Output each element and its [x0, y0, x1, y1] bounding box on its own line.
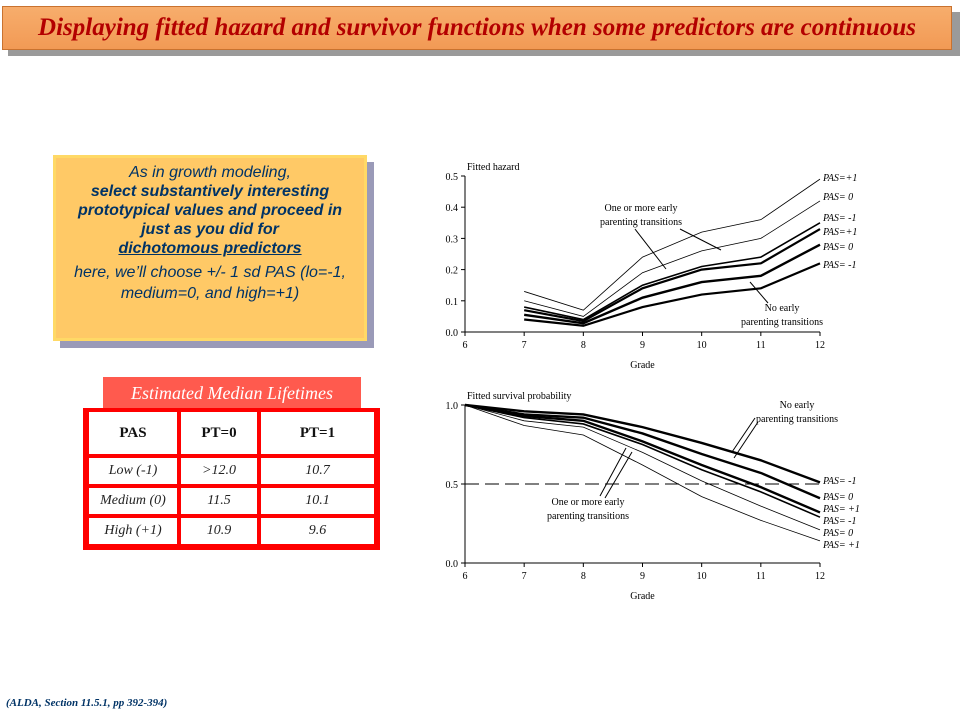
- table-cell: >12.0: [181, 458, 257, 484]
- x-tick-label: 10: [697, 571, 707, 582]
- y-tick-label: 1.0: [446, 401, 459, 412]
- callout-box: As in growth modeling, select substantiv…: [53, 155, 367, 341]
- median-lifetimes-table: PAS PT=0 PT=1 Low (-1) >12.0 10.7 Medium…: [83, 408, 380, 550]
- table-header: PAS: [89, 412, 177, 454]
- series-label: PAS= 0: [822, 528, 853, 539]
- series-label: PAS= +1: [822, 540, 860, 551]
- series-line: [464, 404, 821, 531]
- table-cell: Low (-1): [89, 458, 177, 484]
- annotation-none-line2: parenting transitions: [741, 317, 823, 328]
- annotation-arrow: [599, 447, 627, 497]
- series-label: PAS= +1: [822, 504, 860, 515]
- series-line: [464, 403, 821, 514]
- x-axis-label: Grade: [630, 360, 655, 371]
- callout-line-2b: prototypical values and proceed in: [77, 202, 343, 219]
- series-label: PAS= 0: [822, 492, 853, 503]
- table-cell: High (+1): [89, 518, 177, 544]
- series-line: [464, 404, 821, 542]
- annotation-none-line1: No early: [765, 303, 800, 314]
- series-label: PAS= 0: [822, 242, 853, 253]
- series-line: [523, 228, 821, 323]
- annotation-arrow: [733, 421, 759, 459]
- x-tick-label: 10: [697, 340, 707, 351]
- chart-title: Fitted hazard: [467, 162, 519, 173]
- series-label: PAS= -1: [822, 213, 857, 224]
- citation: (ALDA, Section 11.5.1, pp 392-394): [6, 697, 168, 709]
- series-line: [464, 403, 821, 500]
- x-tick-label: 8: [581, 340, 586, 351]
- annotation-arrow: [679, 228, 722, 251]
- series-line: [524, 222, 821, 321]
- x-tick-label: 12: [815, 340, 825, 351]
- x-tick-label: 9: [640, 571, 645, 582]
- x-tick-label: 6: [463, 340, 468, 351]
- series-line: [524, 178, 821, 311]
- title-banner: Displaying fitted hazard and survivor fu…: [2, 6, 952, 50]
- x-tick-label: 9: [640, 340, 645, 351]
- annotation-early-line1: One or more early: [551, 497, 624, 508]
- series-line: [524, 262, 821, 327]
- series-line: [464, 404, 821, 518]
- series-label: PAS=+1: [822, 173, 857, 184]
- series-label: PAS= 0: [822, 192, 853, 203]
- series-label: PAS= -1: [822, 476, 857, 487]
- y-tick-label: 0.1: [446, 297, 459, 308]
- x-tick-label: 12: [815, 571, 825, 582]
- y-tick-label: 0.0: [446, 559, 459, 570]
- annotation-arrow: [749, 281, 769, 304]
- series-label: PAS= -1: [822, 260, 857, 271]
- x-tick-label: 6: [463, 571, 468, 582]
- table-header: PT=0: [181, 412, 257, 454]
- chart-title: Fitted survival probability: [467, 391, 571, 402]
- table-header: PT=1: [261, 412, 374, 454]
- table-caption: Estimated Median Lifetimes: [131, 382, 333, 403]
- annotation-none-line2: parenting transitions: [756, 414, 838, 425]
- table-cell: 10.1: [261, 488, 374, 514]
- annotation-early-line2: parenting transitions: [547, 511, 629, 522]
- table-caption-tab: Estimated Median Lifetimes: [103, 377, 361, 409]
- table-cell: Medium (0): [89, 488, 177, 514]
- callout-line-1: As in growth modeling,: [129, 164, 291, 181]
- table-cell: 9.6: [261, 518, 374, 544]
- x-tick-label: 7: [522, 571, 527, 582]
- series-line: [523, 243, 821, 325]
- annotation-early-line1: One or more early: [604, 203, 677, 214]
- callout-line-3: here, we’ll choose +/- 1 sd PAS (lo=-1, …: [74, 264, 346, 302]
- survival-chart: Fitted survival probability 0.0 0.5 1.0 6 7 8 9…: [446, 391, 860, 602]
- series-line: [524, 200, 821, 317]
- y-tick-label: 0.3: [446, 234, 459, 245]
- slide-title: Displaying fitted hazard and survivor fu…: [38, 14, 916, 41]
- table-cell: 11.5: [181, 488, 257, 514]
- y-tick-label: 0.5: [446, 480, 459, 491]
- table-cell: 10.9: [181, 518, 257, 544]
- x-tick-label: 11: [756, 571, 766, 582]
- annotation-early-line2: parenting transitions: [600, 217, 682, 228]
- y-tick-label: 0.2: [446, 266, 459, 277]
- annotation-none-line1: No early: [780, 400, 815, 411]
- x-axis-label: Grade: [630, 591, 655, 602]
- annotation-arrow: [604, 451, 633, 499]
- callout-line-2a: select substantively interesting: [90, 183, 330, 200]
- annotation-arrow: [634, 228, 667, 270]
- series-label: PAS=+1: [822, 227, 857, 238]
- hazard-chart: Fitted hazard 0.0 0.1 0.2 0.3 0.4 0.5 6 7 8 9 10 11 1…: [446, 162, 858, 371]
- callout-line-2d: dichotomous predictors: [118, 240, 302, 257]
- annotation-arrow: [731, 417, 756, 453]
- y-tick-label: 0.0: [446, 328, 459, 339]
- callout-line-2c: just as you did for: [141, 221, 279, 238]
- y-tick-label: 0.5: [446, 172, 459, 183]
- x-tick-label: 8: [581, 571, 586, 582]
- x-tick-label: 7: [522, 340, 527, 351]
- series-label: PAS= -1: [822, 516, 857, 527]
- series-line: [464, 403, 821, 484]
- x-tick-label: 11: [756, 340, 766, 351]
- table-cell: 10.7: [261, 458, 374, 484]
- y-tick-label: 0.4: [446, 203, 459, 214]
